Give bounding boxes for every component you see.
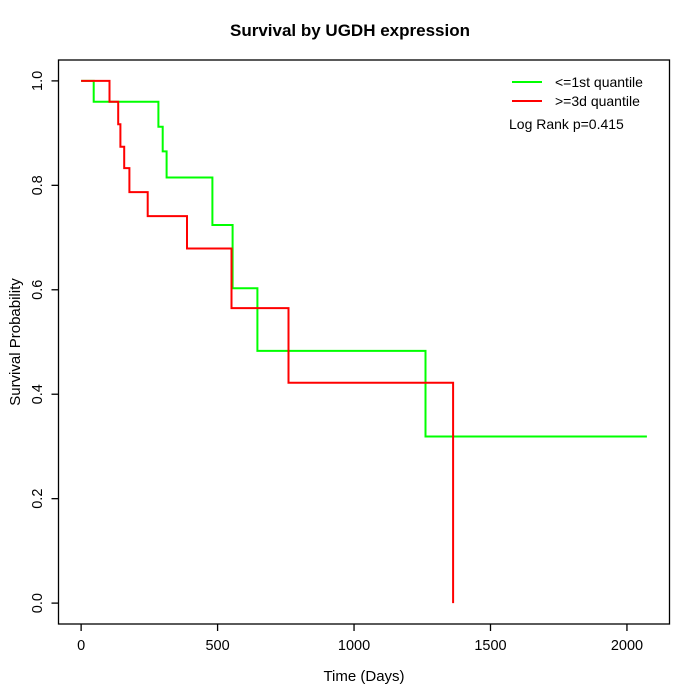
chart-title: Survival by UGDH expression [230,21,470,40]
plot-box [57,59,671,625]
y-tick-label: 1.0 [30,71,46,91]
x-tick-label: 2000 [611,638,643,654]
green-line-swatch [512,80,542,83]
legend-item-high-expression: >=3d quantile [512,91,643,110]
x-tick-label: 1500 [474,638,506,654]
y-tick-label: 0.8 [30,175,46,195]
legend-label: >=3d quantile [555,92,640,109]
y-tick-label: 0.6 [30,280,46,300]
legend: <=1st quantile >=3d quantile Log Rank p=… [509,72,643,133]
y-tick-label: 0.0 [30,593,46,613]
survival-curve-red [81,79,455,604]
log-rank-annotation: Log Rank p=0.415 [509,116,624,132]
legend-label: <=1st quantile [555,73,643,90]
y-tick-label: 0.4 [30,384,46,404]
legend-item-low-expression: <=1st quantile [512,72,643,91]
x-tick-label: 1000 [338,638,370,654]
y-tick-label: 0.2 [30,489,46,509]
x-axis-label: Time (Days) [323,668,405,685]
survival-curve-green [81,79,647,438]
x-tick-label: 500 [205,638,229,654]
x-tick-label: 0 [77,638,85,654]
red-line-swatch [512,99,542,102]
y-axis-label: Survival Probability [7,278,24,406]
